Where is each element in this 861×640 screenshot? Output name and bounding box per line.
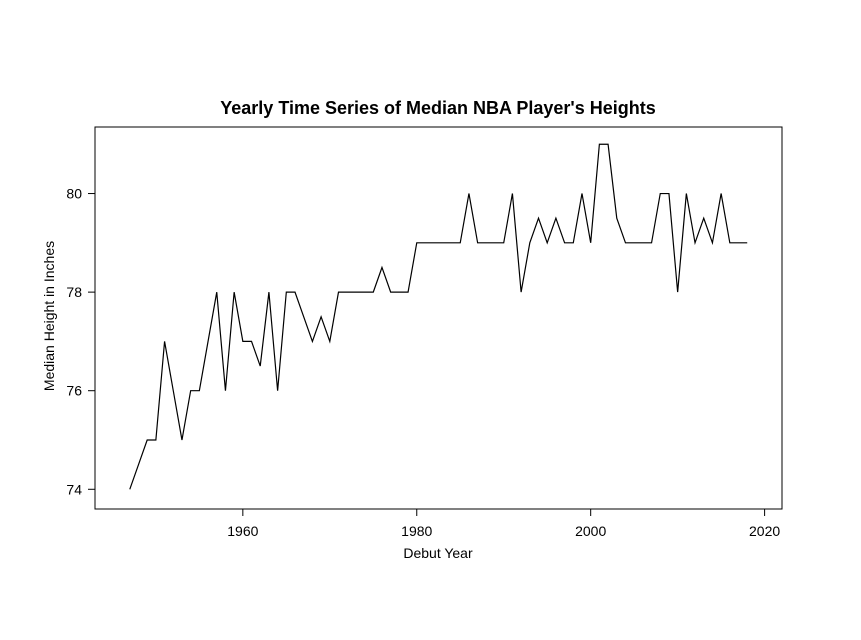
x-axis: 1960 1980 2000 2020 [227,508,780,539]
series-line-median-height [129,143,748,490]
x-tick-label: 1980 [401,523,432,539]
x-axis-label: Debut Year [403,545,473,561]
x-tick-label: 1960 [227,523,258,539]
y-tick-label: 78 [66,284,82,300]
data-points [130,144,747,489]
y-tick-label: 76 [66,383,82,399]
chart-title: Yearly Time Series of Median NBA Player'… [220,98,655,118]
y-axis-label: Median Height in Inches [41,241,57,391]
plot-frame [94,126,783,510]
y-tick-label: 74 [66,481,82,497]
y-axis: 74 76 78 80 [66,186,96,497]
y-tick-label: 80 [66,186,82,202]
x-tick-label: 2000 [575,523,606,539]
x-tick-label: 2020 [749,523,780,539]
